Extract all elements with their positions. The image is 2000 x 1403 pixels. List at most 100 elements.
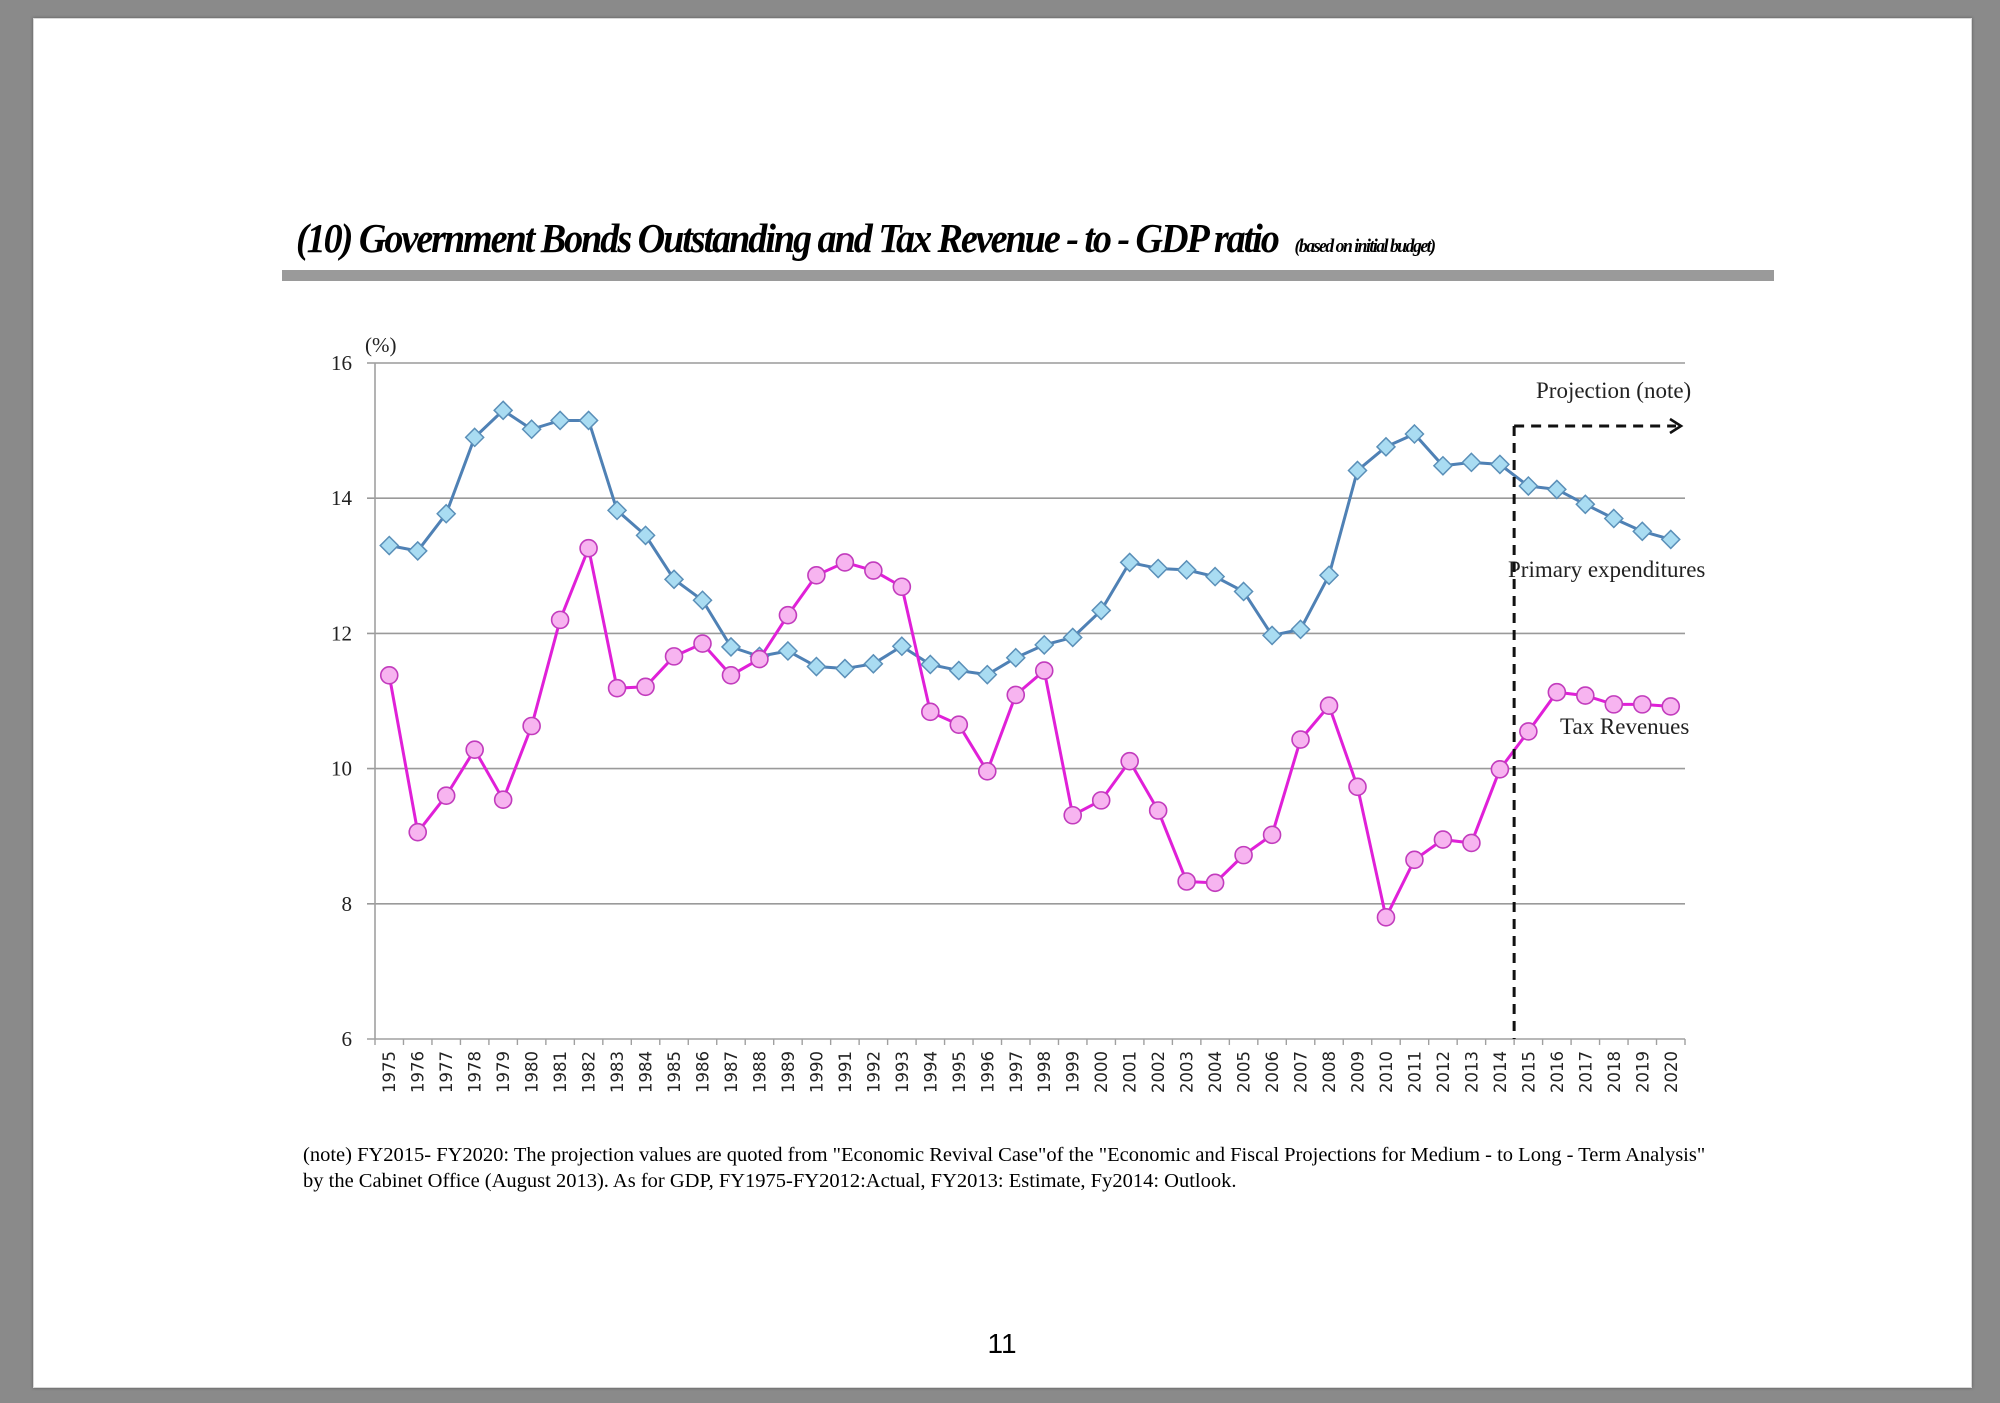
series-group — [379, 400, 1681, 927]
x-tick-label: 2015 — [1519, 1051, 1538, 1093]
projection-label: Projection (note) — [1536, 378, 1691, 403]
data-point — [863, 653, 884, 674]
data-point — [834, 658, 855, 679]
data-point — [493, 400, 514, 421]
data-point — [1062, 627, 1083, 648]
data-point — [977, 664, 998, 685]
series-label-tax-revenues: Tax Revenues — [1560, 714, 1689, 739]
x-tick-label: 1998 — [1035, 1051, 1054, 1093]
x-tick-label: 1993 — [893, 1051, 912, 1093]
data-point — [579, 538, 598, 558]
data-point — [1091, 600, 1112, 621]
data-point — [1546, 479, 1567, 500]
data-point — [1462, 833, 1481, 853]
series-tax-revenues — [379, 538, 1681, 927]
y-tick-label: 14 — [331, 486, 353, 510]
x-tick-label: 2002 — [1149, 1051, 1168, 1093]
x-tick-label: 1976 — [409, 1051, 428, 1093]
data-point — [464, 427, 485, 448]
data-point — [1291, 730, 1310, 749]
annotations: Primary expenditures Tax Revenues Projecti… — [1508, 378, 1705, 1039]
data-point — [1376, 908, 1396, 927]
data-point — [948, 660, 969, 681]
data-point — [1432, 455, 1453, 476]
data-point — [408, 822, 428, 842]
x-tick-label: 2012 — [1434, 1051, 1453, 1093]
data-point — [550, 410, 571, 431]
data-point — [778, 605, 798, 625]
data-point — [1233, 581, 1254, 602]
series-label-primary-expenditures: Primary expenditures — [1508, 557, 1705, 582]
data-point — [721, 666, 741, 685]
data-point — [1234, 845, 1253, 865]
x-tick-label: 1985 — [665, 1051, 684, 1093]
data-point — [1318, 565, 1340, 586]
data-point — [578, 410, 599, 431]
data-point — [1262, 825, 1282, 845]
y-tick-label: 12 — [331, 621, 352, 645]
data-point — [379, 535, 400, 556]
x-tick-label: 2008 — [1320, 1051, 1339, 1093]
data-point — [1005, 647, 1026, 668]
x-tick-label: 1981 — [551, 1051, 570, 1093]
data-point — [1120, 751, 1139, 771]
data-point — [1177, 872, 1196, 891]
axes — [367, 363, 1686, 1045]
data-point — [1490, 759, 1510, 779]
x-tick-label: 2003 — [1178, 1051, 1197, 1093]
data-point — [664, 647, 684, 666]
x-tick-label: 1991 — [836, 1051, 855, 1093]
data-point — [1006, 685, 1026, 705]
title-text: (10) Government Bonds Outstanding and Ta… — [296, 215, 1280, 261]
data-point — [1348, 777, 1367, 797]
data-point — [1660, 529, 1681, 550]
data-point — [1205, 566, 1226, 587]
data-point — [379, 666, 399, 685]
data-point — [1375, 436, 1397, 457]
data-point — [607, 678, 627, 698]
x-tick-label: 1977 — [437, 1051, 456, 1093]
data-point — [1632, 521, 1653, 542]
data-point — [493, 790, 513, 809]
x-tick-label: 1982 — [580, 1051, 599, 1093]
data-point — [750, 649, 769, 669]
x-tick-label: 1995 — [950, 1051, 969, 1093]
data-point — [891, 636, 912, 657]
x-tick-label: 1978 — [466, 1051, 485, 1093]
data-point — [522, 716, 541, 736]
data-point — [1603, 508, 1624, 529]
data-point — [693, 634, 712, 653]
data-point — [720, 636, 742, 657]
data-point — [835, 553, 855, 572]
x-tick-label: 1984 — [637, 1051, 656, 1093]
series-primary-expenditures — [379, 400, 1681, 685]
data-point — [1148, 801, 1168, 820]
y-axis-unit-label: (%) — [365, 333, 396, 357]
x-tick-label: 1989 — [779, 1051, 798, 1093]
data-point — [521, 419, 542, 440]
title-underline-bar — [282, 270, 1774, 281]
x-tick-label: 1990 — [807, 1051, 826, 1093]
x-tick-label: 1987 — [722, 1051, 741, 1093]
x-tick-label: 1992 — [864, 1051, 883, 1093]
data-point — [636, 677, 655, 697]
x-tick-label: 1996 — [978, 1051, 997, 1093]
x-tick-labels: 1975 1976 1977 1978 1979 1980 1981 1982 1983 1984… — [380, 1051, 1681, 1093]
data-point — [407, 540, 428, 561]
x-tick-label: 2014 — [1491, 1051, 1510, 1093]
data-point — [1319, 696, 1339, 716]
series-line — [388, 408, 1672, 677]
x-tick-label: 1997 — [1007, 1051, 1026, 1093]
x-tick-label: 2010 — [1377, 1051, 1396, 1093]
x-tick-label: 2004 — [1206, 1051, 1225, 1093]
y-tick-labels: 6 8 10 12 14 16 — [331, 351, 353, 1051]
data-point — [1489, 454, 1510, 475]
data-point — [1518, 475, 1539, 497]
x-tick-label: 2000 — [1092, 1051, 1111, 1093]
x-tick-label: 2020 — [1662, 1051, 1681, 1093]
data-point — [1034, 634, 1055, 655]
x-tick-label: 1983 — [608, 1051, 627, 1093]
data-point — [1148, 558, 1169, 579]
x-tick-label: 1988 — [750, 1051, 769, 1093]
